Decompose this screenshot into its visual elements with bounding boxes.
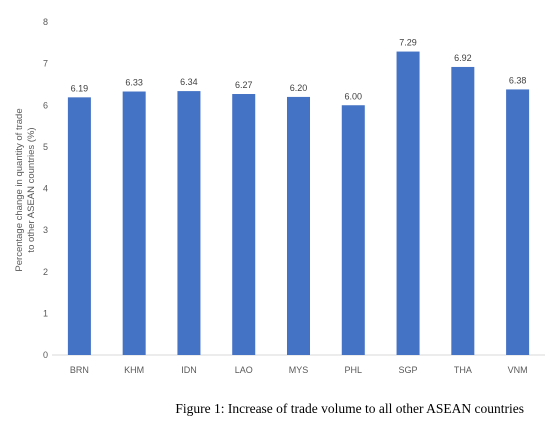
x-tick-label-vnm: VNM: [508, 365, 528, 375]
bars: [67, 51, 530, 356]
y-tick-label: 5: [43, 142, 48, 152]
data-label-brn: 6.19: [71, 83, 89, 93]
x-tick-label-phl: PHL: [345, 365, 363, 375]
y-axis-title: Percentage change in quantity of trade t…: [14, 108, 37, 271]
bar-tha: [451, 66, 475, 355]
bar-khm: [122, 91, 146, 356]
bar-phl: [341, 105, 365, 355]
y-tick-label: 7: [43, 59, 48, 69]
y-tick-label: 0: [43, 350, 48, 360]
bar-lao: [232, 94, 256, 355]
x-tick-label-mys: MYS: [289, 365, 309, 375]
x-tick-label-sgp: SGP: [399, 365, 418, 375]
y-tick-label: 3: [43, 225, 48, 235]
bar-brn: [67, 97, 91, 355]
bar-chart: Percentage change in quantity of trade t…: [14, 17, 545, 375]
y-tick-label: 2: [43, 267, 48, 277]
x-tick-label-idn: IDN: [181, 365, 197, 375]
y-tick-label: 1: [43, 308, 48, 318]
data-label-idn: 6.34: [180, 77, 198, 87]
y-tick-label: 4: [43, 184, 48, 194]
bar-sgp: [396, 51, 420, 356]
x-tick-label-lao: LAO: [235, 365, 253, 375]
x-tick-label-tha: THA: [454, 365, 472, 375]
data-label-khm: 6.33: [125, 78, 143, 88]
x-tick-label-khm: KHM: [124, 365, 144, 375]
y-tick-label: 6: [43, 100, 48, 110]
bar-idn: [177, 91, 201, 355]
x-tick-label-brn: BRN: [70, 365, 89, 375]
y-axis-title-line-1: Percentage change in quantity of trade: [14, 108, 25, 271]
data-label-mys: 6.20: [290, 83, 308, 93]
bar-vnm: [506, 89, 530, 356]
figure-caption: Figure 1: Increase of trade volume to al…: [175, 401, 524, 416]
data-label-tha: 6.92: [454, 53, 472, 63]
data-label-phl: 6.00: [345, 91, 363, 101]
y-axis-ticks: 0 1 2 3 4 5 6 7 8: [43, 17, 48, 360]
data-label-sgp: 7.29: [399, 38, 417, 48]
data-labels: 6.19 6.33 6.34 6.27 6.20 6.00 7.29 6.92 6.38: [71, 38, 527, 102]
bar-mys: [286, 96, 311, 356]
y-tick-label: 8: [43, 17, 48, 27]
x-axis-ticks: BRN KHM IDN LAO MYS PHL SGP THA VNM: [70, 365, 528, 375]
data-label-vnm: 6.38: [509, 75, 527, 85]
y-axis-title-line-2: to other ASEAN countries (%): [26, 127, 37, 252]
data-label-lao: 6.27: [235, 80, 253, 90]
